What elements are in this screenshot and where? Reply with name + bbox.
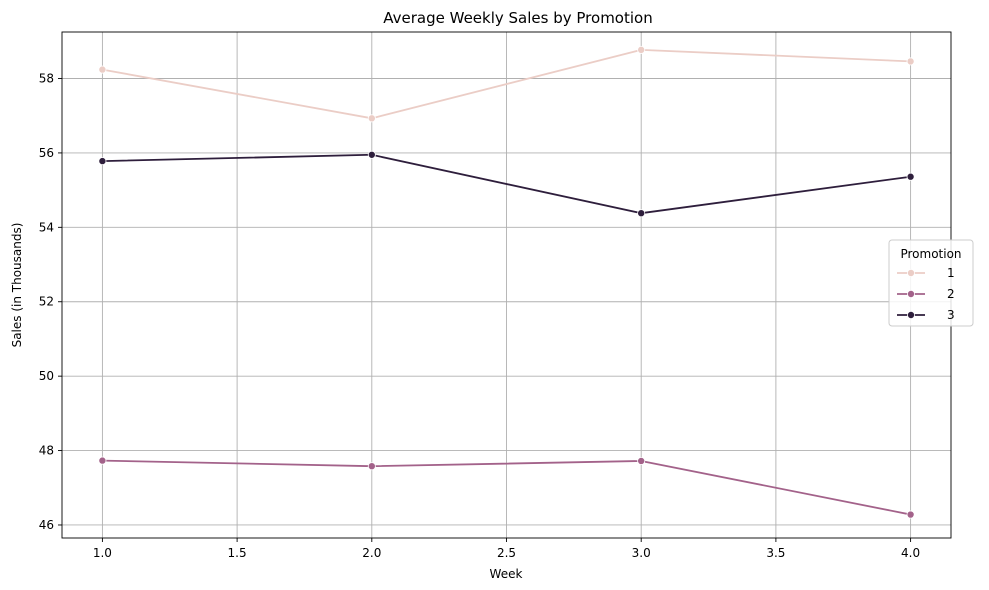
- series-layer: [98, 45, 915, 519]
- grid: [62, 32, 951, 538]
- series-line: [102, 48, 911, 120]
- legend-title: Promotion: [900, 247, 961, 261]
- legend-marker: [907, 268, 916, 277]
- x-axis-label: Week: [490, 567, 523, 581]
- legend-box: [888, 239, 974, 327]
- y-tick-label: 58: [39, 72, 54, 86]
- data-point: [98, 65, 107, 74]
- y-axis: 46 48 50 52 54 56 58: [39, 72, 62, 532]
- data-point: [367, 462, 376, 471]
- x-tick-label: 3.0: [632, 546, 651, 560]
- legend-items: 1 2 3: [897, 266, 955, 322]
- series-line: [102, 459, 911, 516]
- data-point: [906, 57, 915, 66]
- data-point: [906, 172, 915, 181]
- legend-marker: [907, 310, 916, 319]
- legend-label: 2: [947, 287, 955, 301]
- legend-label: 1: [947, 266, 955, 280]
- y-tick-label: 50: [39, 369, 54, 383]
- data-point: [98, 456, 107, 465]
- legend-item: 3: [897, 308, 955, 322]
- x-tick-label: 1.5: [228, 546, 247, 560]
- chart-title: Average Weekly Sales by Promotion: [383, 9, 652, 27]
- series-1: [98, 45, 915, 123]
- x-tick-label: 3.5: [766, 546, 785, 560]
- data-point: [367, 114, 376, 123]
- data-point: [637, 45, 646, 54]
- data-point: [637, 209, 646, 218]
- data-point: [98, 157, 107, 166]
- x-tick-label: 2.0: [362, 546, 381, 560]
- data-point: [637, 456, 646, 465]
- y-tick-label: 56: [39, 146, 54, 160]
- data-point: [906, 510, 915, 519]
- legend-item: 1: [897, 266, 955, 280]
- y-tick-label: 54: [39, 220, 54, 234]
- series-3: [98, 150, 915, 218]
- y-tick-label: 52: [39, 295, 54, 309]
- y-axis-label: Sales (in Thousands): [10, 223, 24, 348]
- data-point: [367, 150, 376, 159]
- x-axis: 1.0 1.5 2.0 2.5 3.0 3.5 4.0: [93, 538, 920, 560]
- y-tick-label: 48: [39, 444, 54, 458]
- x-tick-label: 2.5: [497, 546, 516, 560]
- y-tick-label: 46: [39, 518, 54, 532]
- legend: Promotion 1 2 3: [888, 239, 974, 327]
- series-line: [102, 153, 911, 215]
- x-tick-label: 4.0: [901, 546, 920, 560]
- series-2: [98, 456, 915, 519]
- x-tick-label: 1.0: [93, 546, 112, 560]
- legend-item: 2: [897, 287, 955, 301]
- legend-label: 3: [947, 308, 955, 322]
- legend-marker: [907, 289, 916, 298]
